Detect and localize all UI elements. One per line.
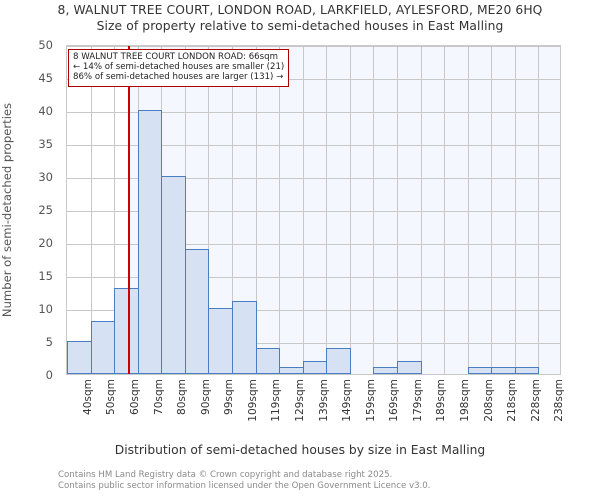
y-tick-20: 20 <box>38 236 53 250</box>
y-tick-50: 50 <box>38 38 53 52</box>
gridline-v-11 <box>326 46 328 374</box>
chart-subtitle: Size of property relative to semi-detach… <box>96 19 504 33</box>
y-tick-0: 0 <box>45 368 53 382</box>
bar-228sqm <box>514 367 540 374</box>
y-tick-5: 5 <box>45 335 53 349</box>
gridline-h-10 <box>67 310 560 311</box>
x-tick-179sqm: 179sqm <box>411 379 424 422</box>
gridline-v-9 <box>279 46 281 374</box>
bar-60sqm <box>114 288 139 374</box>
y-tick-35: 35 <box>38 137 53 151</box>
x-tick-80sqm: 80sqm <box>176 379 189 416</box>
y-tick-10: 10 <box>38 302 53 316</box>
x-tick-90sqm: 90sqm <box>199 379 212 416</box>
gridline-v-15 <box>420 46 422 374</box>
gridline-v-8 <box>255 46 257 374</box>
gridline-h-45 <box>67 79 560 80</box>
x-tick-70sqm: 70sqm <box>152 379 165 416</box>
x-tick-159sqm: 159sqm <box>364 379 377 422</box>
bar-119sqm <box>255 347 281 374</box>
gridline-v-2 <box>114 46 116 374</box>
footer-line-1: Contains HM Land Registry data © Crown c… <box>58 470 393 480</box>
bar-80sqm <box>161 176 186 374</box>
gridline-v-17 <box>467 46 469 374</box>
gridline-v-7 <box>232 46 233 374</box>
x-tick-129sqm: 129sqm <box>293 379 306 422</box>
x-tick-109sqm: 109sqm <box>246 379 259 422</box>
x-tick-218sqm: 218sqm <box>506 379 519 422</box>
x-tick-50sqm: 50sqm <box>105 379 118 416</box>
annotation-line-3: 86% of semi-detached houses are larger (… <box>73 72 284 83</box>
x-tick-99sqm: 99sqm <box>223 379 236 416</box>
bar-70sqm <box>137 110 163 374</box>
bar-90sqm <box>184 248 210 374</box>
x-tick-149sqm: 149sqm <box>341 379 354 422</box>
x-tick-228sqm: 228sqm <box>529 379 542 422</box>
bar-179sqm <box>397 360 422 374</box>
y-tick-40: 40 <box>38 104 53 118</box>
page-title: 8, WALNUT TREE COURT, LONDON ROAD, LARKF… <box>57 3 543 17</box>
footer-line-2: Contains public sector information licen… <box>58 481 431 491</box>
attribution-footer: Contains HM Land Registry data © Crown c… <box>58 470 430 492</box>
x-tick-198sqm: 198sqm <box>458 379 471 422</box>
gridline-v-16 <box>444 46 446 374</box>
gridline-v-19 <box>514 46 516 374</box>
x-tick-238sqm: 238sqm <box>553 379 566 422</box>
gridline-v-1 <box>90 46 92 374</box>
x-tick-189sqm: 189sqm <box>435 379 448 422</box>
x-tick-169sqm: 169sqm <box>388 379 401 422</box>
gridline-v-14 <box>397 46 398 374</box>
bar-169sqm <box>373 367 398 374</box>
annotation-box: 8 WALNUT TREE COURT LONDON ROAD: 66sqm ←… <box>68 49 290 87</box>
bar-40sqm <box>67 341 92 374</box>
gridline-v-18 <box>491 46 493 374</box>
bar-208sqm <box>467 367 493 374</box>
annotation-line-1: 8 WALNUT TREE COURT LONDON ROAD: 66sqm <box>73 52 278 62</box>
gridline-h-25 <box>67 211 560 212</box>
gridline-h-35 <box>67 145 560 146</box>
y-tick-25: 25 <box>38 203 53 217</box>
x-tick-208sqm: 208sqm <box>482 379 495 422</box>
gridline-h-40 <box>67 112 560 113</box>
bar-218sqm <box>491 367 516 374</box>
bar-139sqm <box>302 360 328 374</box>
gridline-v-12 <box>349 46 351 374</box>
gridline-v-20 <box>538 46 540 374</box>
bar-149sqm <box>326 347 351 374</box>
bar-50sqm <box>90 321 116 374</box>
gridline-h-30 <box>67 178 560 179</box>
gridline-v-6 <box>208 46 210 374</box>
gridline-h-5 <box>67 343 560 344</box>
annotation-line-2: ← 14% of semi-detached houses are smalle… <box>73 62 285 73</box>
x-axis-title: Distribution of semi-detached houses by … <box>114 443 486 457</box>
bar-109sqm <box>232 301 257 374</box>
gridline-v-10 <box>302 46 304 374</box>
gridline-h-15 <box>67 277 560 278</box>
x-tick-119sqm: 119sqm <box>270 379 283 422</box>
y-tick-45: 45 <box>38 71 53 85</box>
property-marker-line <box>128 46 131 374</box>
bar-99sqm <box>208 308 233 374</box>
gridline-v-13 <box>373 46 375 374</box>
chart-title-block: 8, WALNUT TREE COURT, LONDON ROAD, LARKF… <box>0 2 600 34</box>
y-tick-15: 15 <box>38 269 53 283</box>
x-tick-139sqm: 139sqm <box>317 379 330 422</box>
x-tick-60sqm: 60sqm <box>128 379 141 416</box>
bar-129sqm <box>279 367 304 374</box>
gridline-h-20 <box>67 244 560 245</box>
gridline-h-50 <box>67 46 560 47</box>
plot-area <box>66 45 561 375</box>
x-tick-40sqm: 40sqm <box>81 379 94 416</box>
y-tick-30: 30 <box>38 170 53 184</box>
